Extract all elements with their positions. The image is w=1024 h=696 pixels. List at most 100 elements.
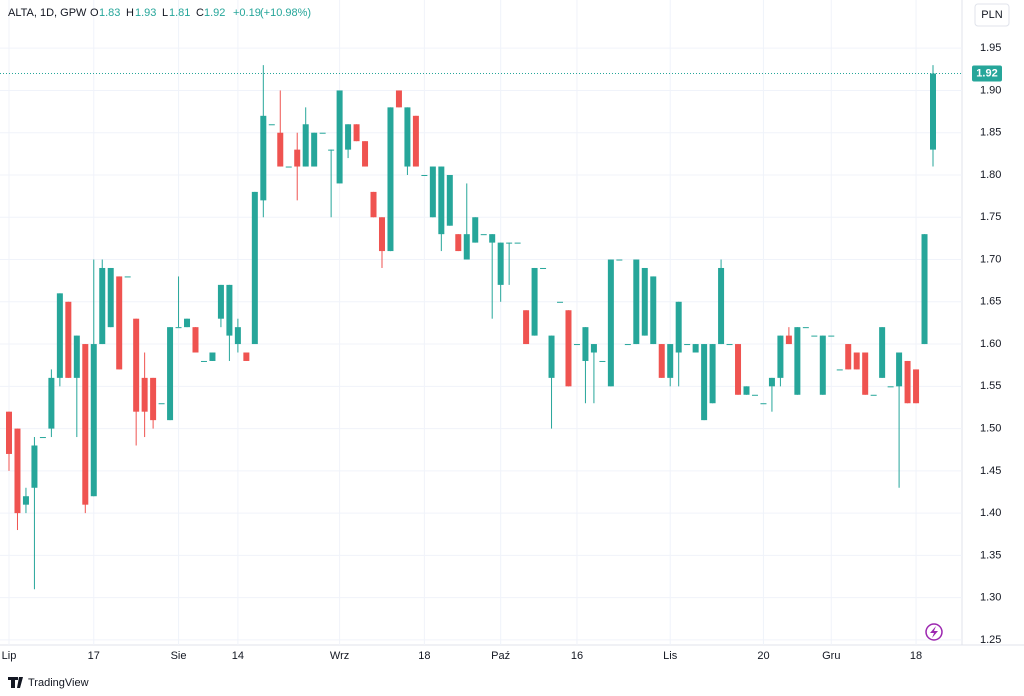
candle-body	[735, 344, 742, 395]
candle-body	[819, 335, 826, 395]
candle-body	[158, 403, 165, 405]
candle-body	[421, 174, 428, 176]
legend-value: 1.81	[169, 7, 190, 19]
candle-body	[777, 335, 784, 378]
candle-body	[811, 335, 818, 337]
y-tick-label: 1.35	[980, 549, 1001, 561]
candle-body	[667, 344, 674, 378]
candle-body	[260, 115, 267, 201]
overlay: 1.92	[0, 65, 1002, 82]
candle-body	[395, 90, 402, 108]
candle-body	[836, 369, 843, 371]
legend-label: O	[90, 7, 99, 19]
candle-body	[387, 107, 394, 252]
candle-body	[412, 115, 419, 167]
candle-body	[768, 377, 775, 387]
candle-body	[794, 327, 801, 395]
x-tick-label: 20	[757, 650, 769, 662]
legend-value: 1.92	[204, 7, 225, 19]
y-tick-label: 1.95	[980, 42, 1001, 54]
candle-body	[99, 267, 106, 345]
candle-body	[370, 191, 377, 218]
candle-body	[565, 310, 572, 387]
x-tick-label: Sie	[171, 650, 187, 662]
candle-body	[726, 344, 733, 346]
candle-body	[455, 234, 462, 252]
candle-body	[277, 132, 284, 167]
candle-body	[802, 327, 809, 329]
candle-body	[692, 344, 699, 353]
y-tick-label: 1.50	[980, 422, 1001, 434]
candle-body	[234, 327, 241, 345]
candle-body	[302, 124, 309, 167]
candle-body	[336, 90, 343, 184]
candle-body	[404, 107, 411, 167]
candle-body	[378, 217, 385, 252]
legend-label: L	[162, 7, 168, 19]
candle-body	[590, 344, 597, 353]
candle-body	[760, 403, 767, 405]
candle-body	[268, 124, 275, 126]
candle-body	[718, 267, 725, 345]
candle-body	[39, 437, 46, 439]
candle-body	[217, 284, 224, 319]
candle-body	[184, 318, 191, 328]
candle-body	[294, 149, 301, 167]
candle-body	[124, 276, 131, 278]
y-tick-label: 1.55	[980, 380, 1001, 392]
candle-body	[557, 301, 564, 303]
candle-body	[506, 242, 513, 244]
candle-body	[930, 73, 936, 150]
y-tick-label: 1.40	[980, 507, 1001, 519]
candle-body	[675, 301, 682, 353]
candle-body	[785, 335, 792, 345]
candle-body	[624, 344, 631, 346]
candle-body	[446, 174, 453, 226]
candle-body	[523, 310, 530, 345]
candle-body	[616, 259, 623, 261]
candle-body	[913, 369, 920, 404]
candle-body	[209, 352, 216, 361]
candle-body	[65, 301, 72, 378]
currency[interactable]: PLN	[981, 9, 1002, 21]
candle-body	[870, 394, 877, 396]
candle-body	[133, 318, 140, 412]
candle-body	[22, 496, 29, 505]
ohlc-legend: O 1.83 H 1.93 L 1.81 C 1.92 +0.19 (+10.9…	[90, 7, 311, 19]
candle-body	[540, 267, 547, 269]
lightning-icon[interactable]	[925, 623, 943, 641]
candle-body	[6, 411, 12, 454]
candle-body	[48, 377, 55, 429]
x-tick-label: Paź	[491, 650, 510, 662]
candle-body	[921, 234, 928, 345]
y-tick-label: 1.65	[980, 296, 1001, 308]
candle-body	[633, 259, 640, 345]
candle-body	[31, 445, 38, 488]
candle-body	[175, 327, 182, 329]
x-tick-label: Lis	[663, 650, 678, 662]
candle-body	[709, 344, 716, 404]
candle-body	[904, 360, 911, 404]
y-tick-label: 1.75	[980, 211, 1001, 223]
x-tick-label: 17	[88, 650, 100, 662]
candle-body	[285, 166, 292, 168]
brand-logo: TradingView	[8, 677, 89, 689]
candle-body	[658, 344, 665, 378]
candle-body	[896, 352, 903, 387]
candle-body	[150, 377, 157, 421]
candle-body	[472, 217, 479, 243]
candle-body	[107, 267, 114, 328]
candle-body	[345, 124, 352, 150]
candle-body	[607, 259, 614, 387]
candles	[6, 65, 936, 590]
currency-button[interactable]	[974, 3, 1010, 27]
x-tick-label: 18	[418, 650, 430, 662]
candle-body	[480, 234, 487, 236]
candle-body	[243, 352, 250, 361]
y-tick-label: 1.60	[980, 338, 1001, 350]
y-tick-label: 1.85	[980, 127, 1001, 139]
y-tick-label: 1.25	[980, 634, 1001, 646]
y-tick-label: 1.30	[980, 592, 1001, 604]
candle-body	[14, 428, 21, 514]
